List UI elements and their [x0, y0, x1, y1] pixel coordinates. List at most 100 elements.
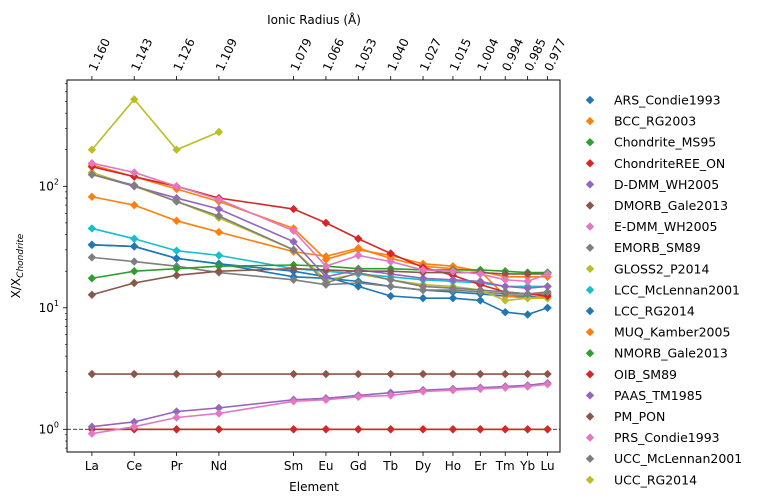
data-point-MUQ_Kamber2005-Eu	[321, 252, 331, 261]
data-point-PRS_Condie1993-Eu	[321, 261, 331, 271]
series-E-DMM_WH2005	[87, 380, 552, 438]
data-point-PAAS_TM1985-Nd	[214, 204, 224, 214]
x-tick-label-Dy: Dy	[415, 459, 431, 473]
y-tick-label-100: 102	[39, 177, 59, 193]
legend-label-ChondriteREE_ON: ChondriteREE_ON	[614, 156, 725, 171]
data-point-PAAS_TM1985-Dy	[418, 274, 428, 283]
data-point-LCC_RG2014-Tm	[501, 307, 510, 317]
series-line-UCC_RG2014	[91, 98, 220, 151]
data-point-NMORB_Gale2013-Ce	[130, 267, 139, 276]
data-point-PM_PON-Sm	[289, 264, 298, 273]
data-point-PRS_Condie1993-Ho	[448, 267, 458, 276]
y-axis-title-main: X/X	[9, 278, 23, 298]
legend-label-OIB_SM89: OIB_SM89	[614, 367, 677, 382]
data-point-OIB_SM89-Sm	[289, 204, 298, 214]
data-point-LCC_RG2014-Yb	[523, 310, 532, 319]
data-point-UCC_McLennan2001-Pr	[172, 197, 181, 206]
data-point-E-DMM_WH2005-Pr	[172, 413, 181, 422]
data-point-PRS_Condie1993-Sm	[289, 226, 298, 236]
data-point-ChondriteREE_ON-Tb	[386, 425, 395, 434]
legend-label-PRS_Condie1993: PRS_Condie1993	[614, 430, 720, 445]
x-tick-label-Er: Er	[474, 459, 487, 473]
data-point-DMORB_Gale2013-Ho	[448, 369, 458, 379]
series-LCC_RG2014	[87, 240, 552, 319]
data-point-DMORB_Gale2013-Gd	[354, 369, 363, 379]
data-point-OIB_SM89-Tb	[386, 249, 395, 258]
data-point-PRS_Condie1993-Pr	[172, 182, 181, 191]
x-tick-label-Eu: Eu	[318, 459, 333, 473]
series-PRS_Condie1993	[87, 158, 552, 286]
data-point-ChondriteREE_ON-Eu	[321, 425, 331, 434]
top-tick-label-Sm: 1.079	[288, 36, 315, 73]
data-point-MUQ_Kamber2005-Ce	[130, 200, 139, 210]
data-point-PRS_Condie1993-Ce	[130, 168, 139, 177]
data-point-PAAS_TM1985-Er	[476, 277, 485, 286]
data-point-DMORB_Gale2013-Yb	[523, 369, 532, 379]
series-line-UCC_McLennan2001	[91, 173, 548, 295]
legend-marker-OIB_SM89	[585, 370, 595, 379]
top-tick-label-Tb: 1.040	[385, 36, 412, 73]
y-tick-base: 10	[39, 301, 54, 315]
data-point-PM_PON-Nd	[214, 267, 224, 276]
series-layer	[67, 95, 560, 438]
data-point-LCC_McLennan2001-Pr	[172, 246, 181, 255]
legend-marker-ChondriteREE_ON	[585, 159, 595, 168]
top-axis-title: Ionic Radius (Å)	[267, 12, 361, 27]
data-point-E-DMM_WH2005-Yb	[523, 382, 532, 391]
data-point-DMORB_Gale2013-La	[87, 369, 97, 379]
data-point-E-DMM_WH2005-Tm	[501, 383, 510, 392]
data-point-UCC_McLennan2001-Lu	[543, 287, 552, 297]
legend-marker-NMORB_Gale2013	[585, 349, 595, 358]
plot-frame	[66, 79, 561, 453]
legend-label-LCC_RG2014: LCC_RG2014	[614, 304, 695, 319]
legend-marker-UCC_RG2014	[585, 475, 595, 484]
data-point-GLOSS2_P2014-Yb	[523, 293, 532, 303]
legend: ARS_Condie1993 BCC_RG2003 Chondrite_MS95 Ch…	[585, 93, 742, 487]
legend-label-UCC_RG2014: UCC_RG2014	[614, 472, 697, 487]
x-tick-label-Ce: Ce	[126, 459, 142, 473]
data-point-D-DMM_WH2005-La	[87, 422, 97, 431]
data-point-ChondriteREE_ON-Ho	[448, 425, 458, 434]
data-point-DMORB_Gale2013-Pr	[172, 369, 181, 379]
legend-marker-PAAS_TM1985	[585, 391, 595, 400]
data-point-EMORB_SM89-Sm	[289, 275, 298, 284]
x-tick-label-La: La	[85, 459, 99, 473]
y-tick-label-10: 101	[39, 299, 59, 315]
data-point-PAAS_TM1985-Yb	[523, 283, 532, 293]
data-point-PM_PON-Tb	[386, 267, 395, 276]
top-tick-label-Ho: 1.015	[447, 36, 474, 73]
legend-label-Chondrite_MS95: Chondrite_MS95	[614, 135, 716, 150]
data-point-LCC_RG2014-Ce	[130, 242, 139, 251]
data-point-UCC_McLennan2001-Ce	[130, 181, 139, 190]
data-point-NMORB_Gale2013-La	[87, 274, 97, 283]
data-point-ChondriteREE_ON-Er	[476, 425, 485, 434]
data-point-EMORB_SM89-Ce	[130, 257, 139, 266]
data-point-DMORB_Gale2013-Lu	[543, 369, 552, 379]
data-point-ChondriteREE_ON-Yb	[523, 425, 532, 434]
legend-marker-UCC_McLennan2001	[585, 454, 595, 463]
data-point-D-DMM_WH2005-Pr	[172, 407, 181, 416]
data-point-PRS_Condie1993-Dy	[418, 265, 428, 275]
series-DMORB_Gale2013	[87, 369, 552, 379]
legend-marker-GLOSS2_P2014	[585, 264, 595, 273]
legend-label-LCC_McLennan2001: LCC_McLennan2001	[614, 282, 740, 297]
data-point-E-DMM_WH2005-Er	[476, 384, 485, 394]
data-point-E-DMM_WH2005-Dy	[418, 387, 428, 396]
y-tick-base: 10	[39, 422, 54, 436]
legend-marker-BCC_RG2003	[585, 116, 595, 126]
x-tick-label-Lu: Lu	[541, 459, 555, 473]
data-point-E-DMM_WH2005-Nd	[214, 409, 224, 418]
data-point-ChondriteREE_ON-Tm	[501, 425, 510, 434]
legend-label-DMORB_Gale2013: DMORB_Gale2013	[614, 198, 728, 213]
data-point-ChondriteREE_ON-Sm	[289, 425, 298, 434]
legend-label-UCC_McLennan2001: UCC_McLennan2001	[614, 451, 742, 466]
legend-marker-DMORB_Gale2013	[585, 201, 595, 210]
series-UCC_RG2014	[87, 95, 224, 154]
top-tick-label-La: 1.160	[86, 36, 113, 73]
data-point-UCC_McLennan2001-Sm	[289, 245, 298, 255]
data-point-D-DMM_WH2005-Ce	[130, 417, 139, 427]
data-point-UCC_McLennan2001-Dy	[418, 282, 428, 291]
data-point-PAAS_TM1985-Sm	[289, 237, 298, 246]
data-point-UCC_McLennan2001-Er	[476, 285, 485, 295]
